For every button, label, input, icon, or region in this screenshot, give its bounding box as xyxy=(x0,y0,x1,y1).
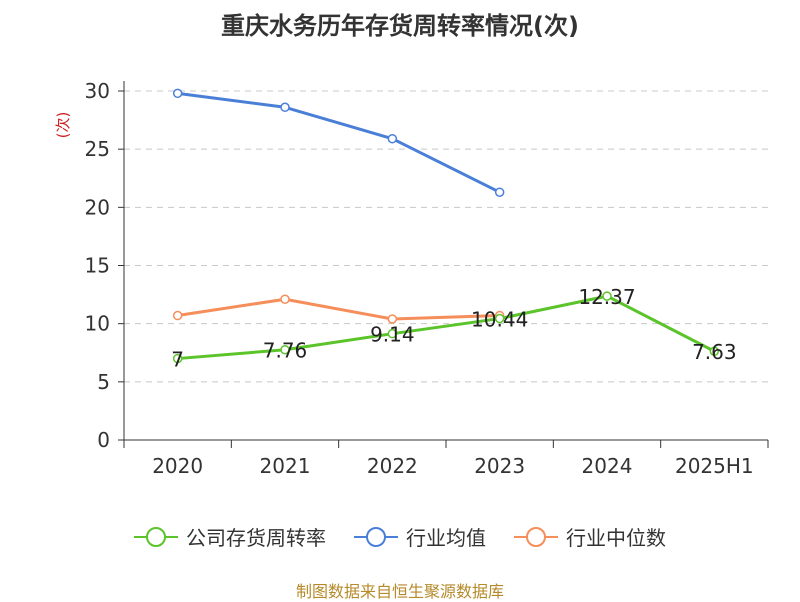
data-point xyxy=(172,353,183,364)
data-label: 10.44 xyxy=(471,308,528,332)
y-axis-title: (次) xyxy=(54,112,72,139)
data-point xyxy=(494,313,505,324)
chart-title: 重庆水务历年存货周转率情况(次) xyxy=(221,12,579,40)
legend-item-industry-median[interactable]: 行业中位数 xyxy=(514,522,666,551)
legend-label-company: 公司存货周转率 xyxy=(186,526,326,550)
legend-item-industry-mean[interactable]: 行业均值 xyxy=(354,522,486,551)
y-tick-label: 5 xyxy=(97,370,110,394)
y-tick-label: 10 xyxy=(85,312,110,336)
data-point xyxy=(387,314,398,324)
data-point xyxy=(494,187,505,197)
y-tick-label: 25 xyxy=(85,137,110,161)
legend: 公司存货周转率 行业均值 行业中位数 xyxy=(0,522,800,551)
series-line xyxy=(177,91,501,194)
legend-marker-industry-mean xyxy=(354,526,398,547)
data-point xyxy=(709,346,720,356)
data-labels: 7 7.76 9.14 10.44 12.37 7.63 xyxy=(171,285,736,371)
x-tick-label: 2022 xyxy=(367,454,418,478)
data-point xyxy=(387,328,398,339)
x-tick-label: 2023 xyxy=(474,454,525,478)
grid-lines xyxy=(124,90,768,383)
legend-label-industry-mean: 行业均值 xyxy=(406,526,486,550)
data-point xyxy=(280,344,290,355)
y-tick-label: 30 xyxy=(85,79,110,103)
legend-item-company[interactable]: 公司存货周转率 xyxy=(134,522,326,551)
series-line xyxy=(177,294,716,361)
legend-marker-company xyxy=(134,526,178,547)
data-point xyxy=(387,133,398,144)
data-label: 9.14 xyxy=(370,323,415,347)
x-tick-label: 2021 xyxy=(260,454,311,478)
x-tick-label: 2024 xyxy=(582,454,633,478)
x-tick-label: 2020 xyxy=(152,454,203,478)
data-label: 7.76 xyxy=(263,339,308,363)
y-tick-label: 15 xyxy=(85,254,110,278)
data-label: 7.63 xyxy=(692,340,737,364)
y-tick-label: 0 xyxy=(97,428,110,452)
series-lines xyxy=(172,88,720,364)
data-point xyxy=(172,310,183,321)
y-tick-label: 20 xyxy=(85,195,110,219)
x-tick-label: 2025H1 xyxy=(675,454,754,478)
legend-marker-industry-median xyxy=(514,526,558,547)
series-line xyxy=(177,297,500,321)
data-point xyxy=(602,291,612,301)
data-label: 12.37 xyxy=(578,285,635,309)
legend-label-industry-median: 行业中位数 xyxy=(566,526,666,550)
data-label: 7 xyxy=(171,348,184,372)
data-point xyxy=(280,102,290,113)
source-footer: 制图数据来自恒生聚源数据库 xyxy=(295,582,504,601)
data-point xyxy=(280,294,290,304)
axes: 0 5 10 15 20 25 30 (次) 2020 2021 2022 2023 2024 2025H… xyxy=(54,79,769,478)
data-point xyxy=(172,88,183,99)
